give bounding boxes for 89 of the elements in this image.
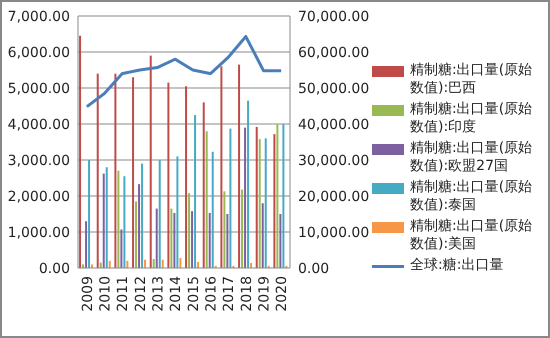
bar: [106, 167, 108, 268]
bar: [185, 86, 188, 268]
bar: [191, 211, 194, 268]
bar: [188, 193, 190, 268]
bar: [256, 126, 258, 268]
bar: [223, 191, 226, 268]
legend-label: 精制糖:出口量(原始数值):美国: [410, 217, 534, 253]
bar: [102, 174, 105, 268]
bar: [208, 212, 211, 268]
y2-tick-label: 10,000.00: [298, 224, 370, 241]
y-tick-label: 7,000.00: [8, 8, 70, 25]
bar: [85, 221, 88, 268]
legend-label: 精制糖:出口量(原始数值):印度: [410, 100, 534, 136]
bar: [241, 190, 244, 268]
x-tick-label: 2015: [186, 276, 202, 312]
y2-tick-label: 0.00: [298, 260, 330, 277]
y-tick-label: 6,000.00: [8, 44, 70, 61]
bar: [79, 36, 82, 268]
legend-label: 精制糖:出口量(原始数值):巴西: [410, 61, 534, 97]
bar: [276, 124, 278, 268]
x-tick-label: 2012: [132, 276, 149, 312]
y2-tick-label: 30,000.00: [298, 152, 370, 169]
line-series: [85, 35, 283, 108]
bar: [156, 208, 158, 268]
bar: [123, 176, 126, 268]
bar: [220, 66, 222, 268]
bar: [162, 260, 164, 268]
x-tick-label: 2016: [203, 276, 220, 312]
x-tick-label: 2011: [115, 276, 132, 312]
bar: [132, 77, 134, 268]
bar: [126, 260, 128, 268]
bar: [158, 160, 161, 268]
y-tick-label: 0.00: [38, 260, 70, 277]
legend-label: 全球:糖:出口量: [410, 256, 504, 274]
x-tick-label: 2017: [221, 276, 238, 312]
bar: [250, 262, 252, 268]
bar: [141, 164, 144, 268]
bar: [138, 184, 140, 268]
bar: [120, 229, 122, 268]
bar: [206, 131, 208, 268]
bar: [273, 134, 276, 268]
x-tick-label: 2018: [238, 276, 255, 312]
bar: [226, 214, 228, 268]
bar: [197, 262, 200, 268]
bar: [96, 74, 99, 268]
bar: [212, 152, 214, 268]
bar: [100, 262, 102, 268]
bar: [167, 82, 170, 268]
x-tick-label: 2014: [168, 276, 184, 312]
bar: [114, 74, 116, 268]
x-tick-label: 2019: [256, 276, 272, 312]
bar: [229, 128, 232, 268]
x-tick-label: 2009: [80, 276, 96, 312]
bar: [150, 56, 152, 268]
bar: [108, 260, 111, 268]
bar: [262, 203, 264, 268]
y-tick-label: 1,000.00: [8, 224, 70, 241]
bar: [282, 124, 284, 268]
bar: [135, 201, 138, 268]
y-tick-label: 2,000.00: [8, 188, 70, 205]
bar: [173, 212, 176, 268]
bar: [179, 258, 182, 268]
bar: [144, 260, 146, 268]
y2-tick-label: 20,000.00: [298, 188, 370, 205]
bar: [238, 64, 240, 268]
y2-tick-label: 70,000.00: [298, 8, 370, 25]
bar: [258, 139, 261, 268]
bar: [88, 160, 90, 268]
y-tick-label: 5,000.00: [8, 80, 70, 97]
bar: [202, 102, 205, 268]
legend-label: 精制糖:出口量(原始数值):欧盟27国: [410, 139, 534, 175]
bar: [117, 170, 120, 268]
bar: [247, 100, 250, 268]
bar: [152, 259, 155, 268]
bar: [264, 138, 267, 268]
legend-label: 精制糖:出口量(原始数值):泰国: [410, 178, 534, 214]
bar: [194, 115, 196, 268]
y-tick-label: 3,000.00: [8, 152, 70, 169]
y2-tick-label: 60,000.00: [298, 44, 370, 61]
y-tick-label: 4,000.00: [8, 116, 70, 133]
x-tick-label: 2013: [150, 276, 166, 312]
y2-tick-label: 40,000.00: [298, 116, 370, 133]
y2-tick-label: 50,000.00: [298, 80, 370, 97]
x-tick-label: 2010: [97, 276, 114, 312]
bar: [176, 156, 178, 268]
bar: [170, 208, 172, 268]
bar: [279, 214, 282, 268]
x-tick-label: 2020: [274, 276, 290, 312]
bar: [244, 128, 246, 268]
